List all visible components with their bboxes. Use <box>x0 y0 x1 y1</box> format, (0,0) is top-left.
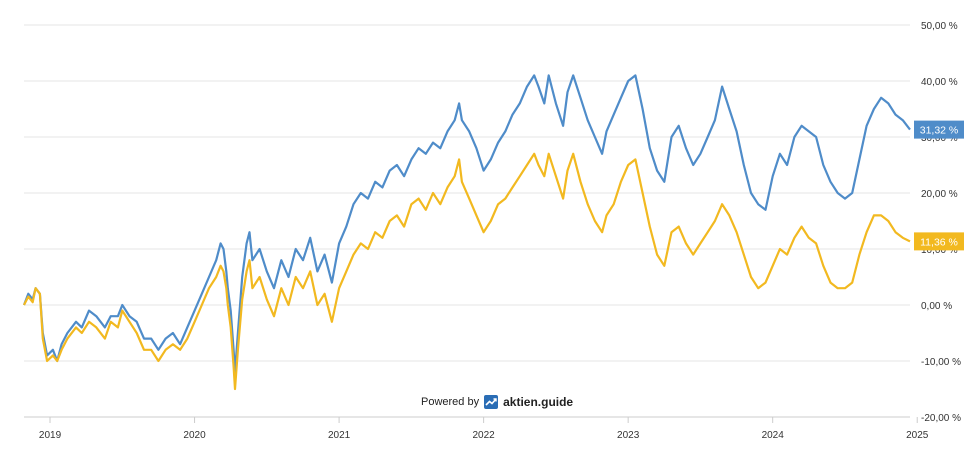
powered-by-credit[interactable]: Powered by aktien.guide <box>421 395 573 409</box>
y-tick-label: -20,00 % <box>921 413 961 424</box>
x-tick-label: 2022 <box>472 430 495 441</box>
y-tick-label: 20,00 % <box>921 189 958 200</box>
gridlines <box>24 24 910 418</box>
end-value-label: 11,36 % <box>920 236 958 248</box>
y-tick-label: 10,00 % <box>921 245 958 256</box>
y-tick-label: 0,00 % <box>921 301 952 312</box>
trending-up-icon <box>484 395 499 409</box>
x-tick-label: 2025 <box>906 430 929 441</box>
end-value-badge-2: 11,36 % <box>914 232 964 251</box>
powered-by-label: Powered by <box>421 396 480 408</box>
y-tick-label: 50,00 % <box>921 21 958 32</box>
series-end-labels: 31,32 % 11,36 % <box>914 120 964 251</box>
series-line-2 <box>23 152 911 391</box>
end-value-label: 31,32 % <box>920 125 959 137</box>
x-tick-label: 2023 <box>617 430 640 441</box>
x-tick-label: 2021 <box>328 430 351 441</box>
x-tick-label: 2020 <box>183 430 206 441</box>
end-value-badge-bg <box>914 120 964 139</box>
brand-name: aktien.guide <box>503 395 574 409</box>
y-tick-label: 40,00 % <box>921 77 958 88</box>
end-value-badge-1: 31,32 % <box>914 120 964 139</box>
series-lines <box>22 74 911 391</box>
x-tick-label: 2024 <box>762 430 785 441</box>
y-axis-ticks: 50,00 %40,00 %30,00 %20,00 %10,00 %0,00 … <box>921 21 961 424</box>
series-line-1 <box>22 74 911 374</box>
end-value-badge-bg <box>914 232 964 251</box>
x-axis: 2019 2020 2021 2022 2023 2024 2025 <box>24 416 929 441</box>
y-tick-label: -10,00 % <box>921 357 961 368</box>
x-tick-label: 2019 <box>39 430 62 441</box>
